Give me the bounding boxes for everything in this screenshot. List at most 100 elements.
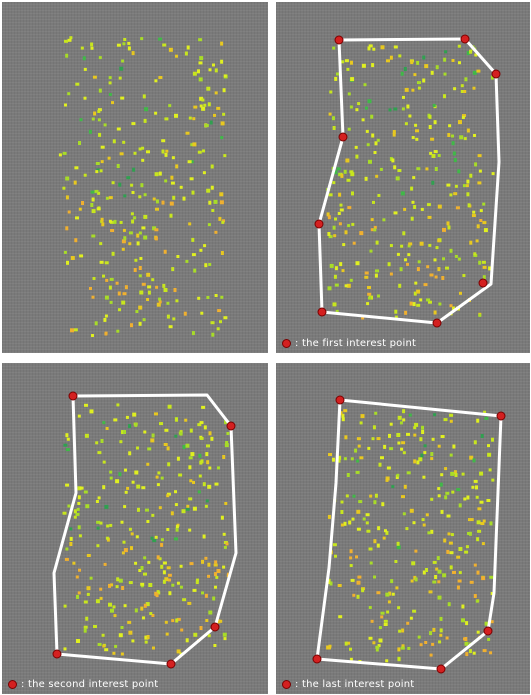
particle-point <box>214 560 218 564</box>
particle-point <box>123 236 127 241</box>
particle-point <box>220 121 225 126</box>
particle-point <box>472 210 476 214</box>
particle-point <box>473 440 477 445</box>
particle-point <box>123 194 127 198</box>
particle-point <box>185 443 190 448</box>
particle-point <box>473 252 477 256</box>
particle-point <box>85 616 89 621</box>
particle-point <box>219 619 223 623</box>
particle-point <box>199 626 203 630</box>
particle-point <box>459 135 464 140</box>
particle-point <box>89 409 94 414</box>
particle-point <box>438 640 442 644</box>
particle-point <box>121 239 126 244</box>
particle-point <box>107 156 111 160</box>
particle-point <box>385 476 390 481</box>
particle-point <box>432 560 437 564</box>
particle-point <box>429 653 433 657</box>
particle-point <box>446 514 451 518</box>
particle-point <box>452 306 455 311</box>
particle-point <box>162 579 166 584</box>
particle-point <box>58 153 62 157</box>
particle-point <box>453 87 457 91</box>
particle-point <box>224 502 228 505</box>
particle-point <box>104 261 109 265</box>
particle-point <box>185 638 189 643</box>
particle-point <box>181 509 186 514</box>
particle-point <box>116 127 121 131</box>
particle-point <box>343 169 347 174</box>
particle-point <box>103 123 107 127</box>
particle-point <box>474 162 478 167</box>
particle-point <box>486 499 491 502</box>
particle-point <box>488 468 492 472</box>
particle-point <box>154 412 158 416</box>
caption-text: : the second interest point <box>21 678 159 690</box>
particle-point <box>121 586 125 590</box>
particle-point <box>91 209 96 214</box>
particle-point <box>175 618 179 623</box>
particle-point <box>130 212 134 216</box>
particle-point <box>213 563 218 567</box>
particle-point <box>453 158 457 163</box>
particle-point <box>414 422 419 427</box>
particle-point <box>424 641 428 644</box>
particle-point <box>408 114 412 118</box>
particle-point <box>123 38 127 41</box>
particle-point <box>65 176 70 181</box>
particle-point <box>112 605 116 609</box>
particle-point <box>121 300 126 305</box>
particle-point <box>197 423 202 427</box>
particle-point <box>109 476 113 480</box>
particle-point <box>197 296 201 300</box>
particle-point <box>134 608 138 613</box>
particle-point <box>327 514 331 519</box>
particle-point <box>466 51 470 56</box>
particle-point <box>201 106 206 111</box>
particle-point <box>202 171 206 175</box>
particle-point <box>443 538 447 543</box>
particle-point <box>74 238 78 243</box>
particle-point <box>154 79 158 83</box>
boundary-layer <box>312 395 506 674</box>
particle-point <box>339 262 343 267</box>
particle-point <box>121 59 125 63</box>
particle-point <box>428 590 433 594</box>
particle-point <box>414 281 418 285</box>
particle-point <box>90 46 94 50</box>
particle-point <box>104 314 108 318</box>
particle-point <box>368 296 371 300</box>
particle-point <box>174 537 178 541</box>
particle-point <box>95 170 99 174</box>
particle-point <box>465 545 469 549</box>
particle-point <box>406 621 410 625</box>
particle-point <box>188 222 192 226</box>
particle-point <box>122 42 126 46</box>
particle-point <box>428 114 432 119</box>
particle-point <box>372 200 375 204</box>
particle-point <box>206 460 210 465</box>
particle-point <box>343 457 347 461</box>
particle-point <box>220 295 224 299</box>
particle-point <box>222 632 227 637</box>
interest-point-marker <box>312 654 322 664</box>
particle-point <box>457 257 461 261</box>
particle-point <box>335 309 339 313</box>
particle-point <box>366 143 370 147</box>
particle-point <box>124 285 128 290</box>
particle-point <box>161 200 165 205</box>
particle-point <box>132 412 137 417</box>
particle-point <box>388 591 392 596</box>
particle-point <box>356 459 360 463</box>
particle-point <box>156 555 160 560</box>
particle-point <box>350 457 354 461</box>
particle-point <box>115 281 119 285</box>
particle-point <box>440 509 444 514</box>
particle-point <box>214 572 217 577</box>
particle-point <box>210 436 214 441</box>
particle-point <box>328 193 333 197</box>
particle-point <box>224 443 229 448</box>
particle-point <box>85 504 90 509</box>
particle-point <box>365 106 368 110</box>
particle-point <box>409 301 413 306</box>
